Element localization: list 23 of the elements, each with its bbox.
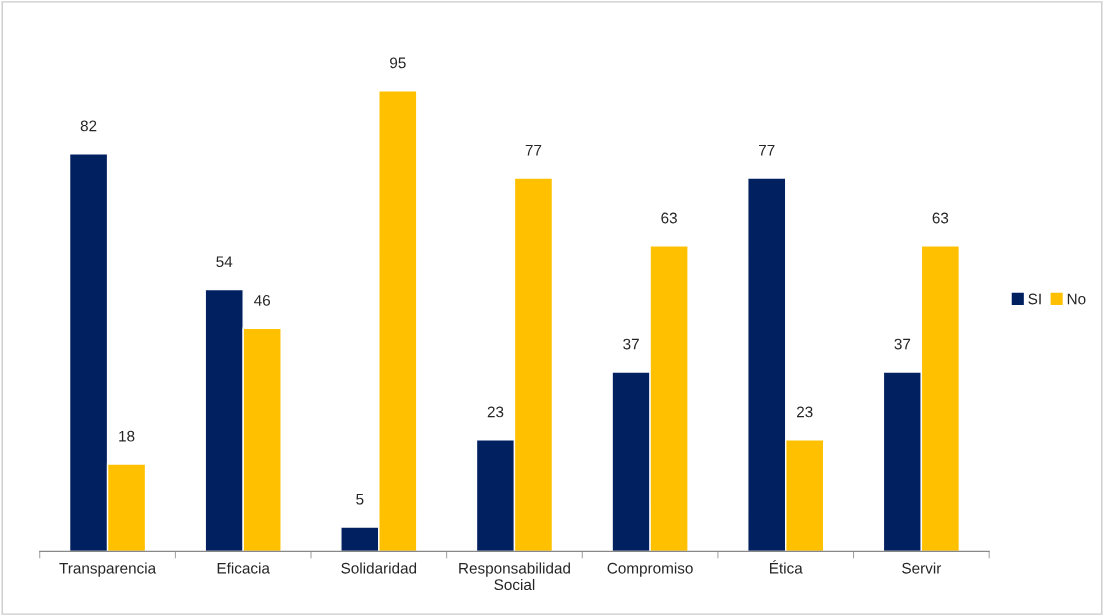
- data-label: 5: [356, 493, 364, 505]
- data-label: 18: [119, 430, 135, 442]
- x-tick-label: Responsabilidad Social: [459, 562, 570, 591]
- data-label: 63: [932, 212, 949, 224]
- data-label: 77: [759, 144, 775, 156]
- data-label: 77: [525, 144, 542, 156]
- data-label: 23: [796, 406, 813, 418]
- x-tick-label: Compromiso: [607, 562, 693, 577]
- data-label: 46: [254, 295, 271, 306]
- data-label: 23: [487, 406, 504, 418]
- data-label: 37: [623, 338, 639, 350]
- legend-label: SI: [1028, 293, 1041, 305]
- x-tick-label: Transparencia: [59, 562, 157, 577]
- x-tick-label: Eficacia: [217, 562, 270, 574]
- x-tick-label: Servir: [902, 562, 942, 574]
- data-label: 54: [216, 256, 233, 268]
- x-tick-label: Solidaridad: [341, 562, 417, 574]
- legend-label: No: [1067, 293, 1086, 305]
- data-label: 95: [390, 57, 406, 69]
- x-tick-label: Ética: [770, 560, 803, 574]
- data-label: 37: [894, 338, 911, 350]
- data-label: 82: [80, 120, 97, 132]
- data-label: 63: [661, 212, 677, 224]
